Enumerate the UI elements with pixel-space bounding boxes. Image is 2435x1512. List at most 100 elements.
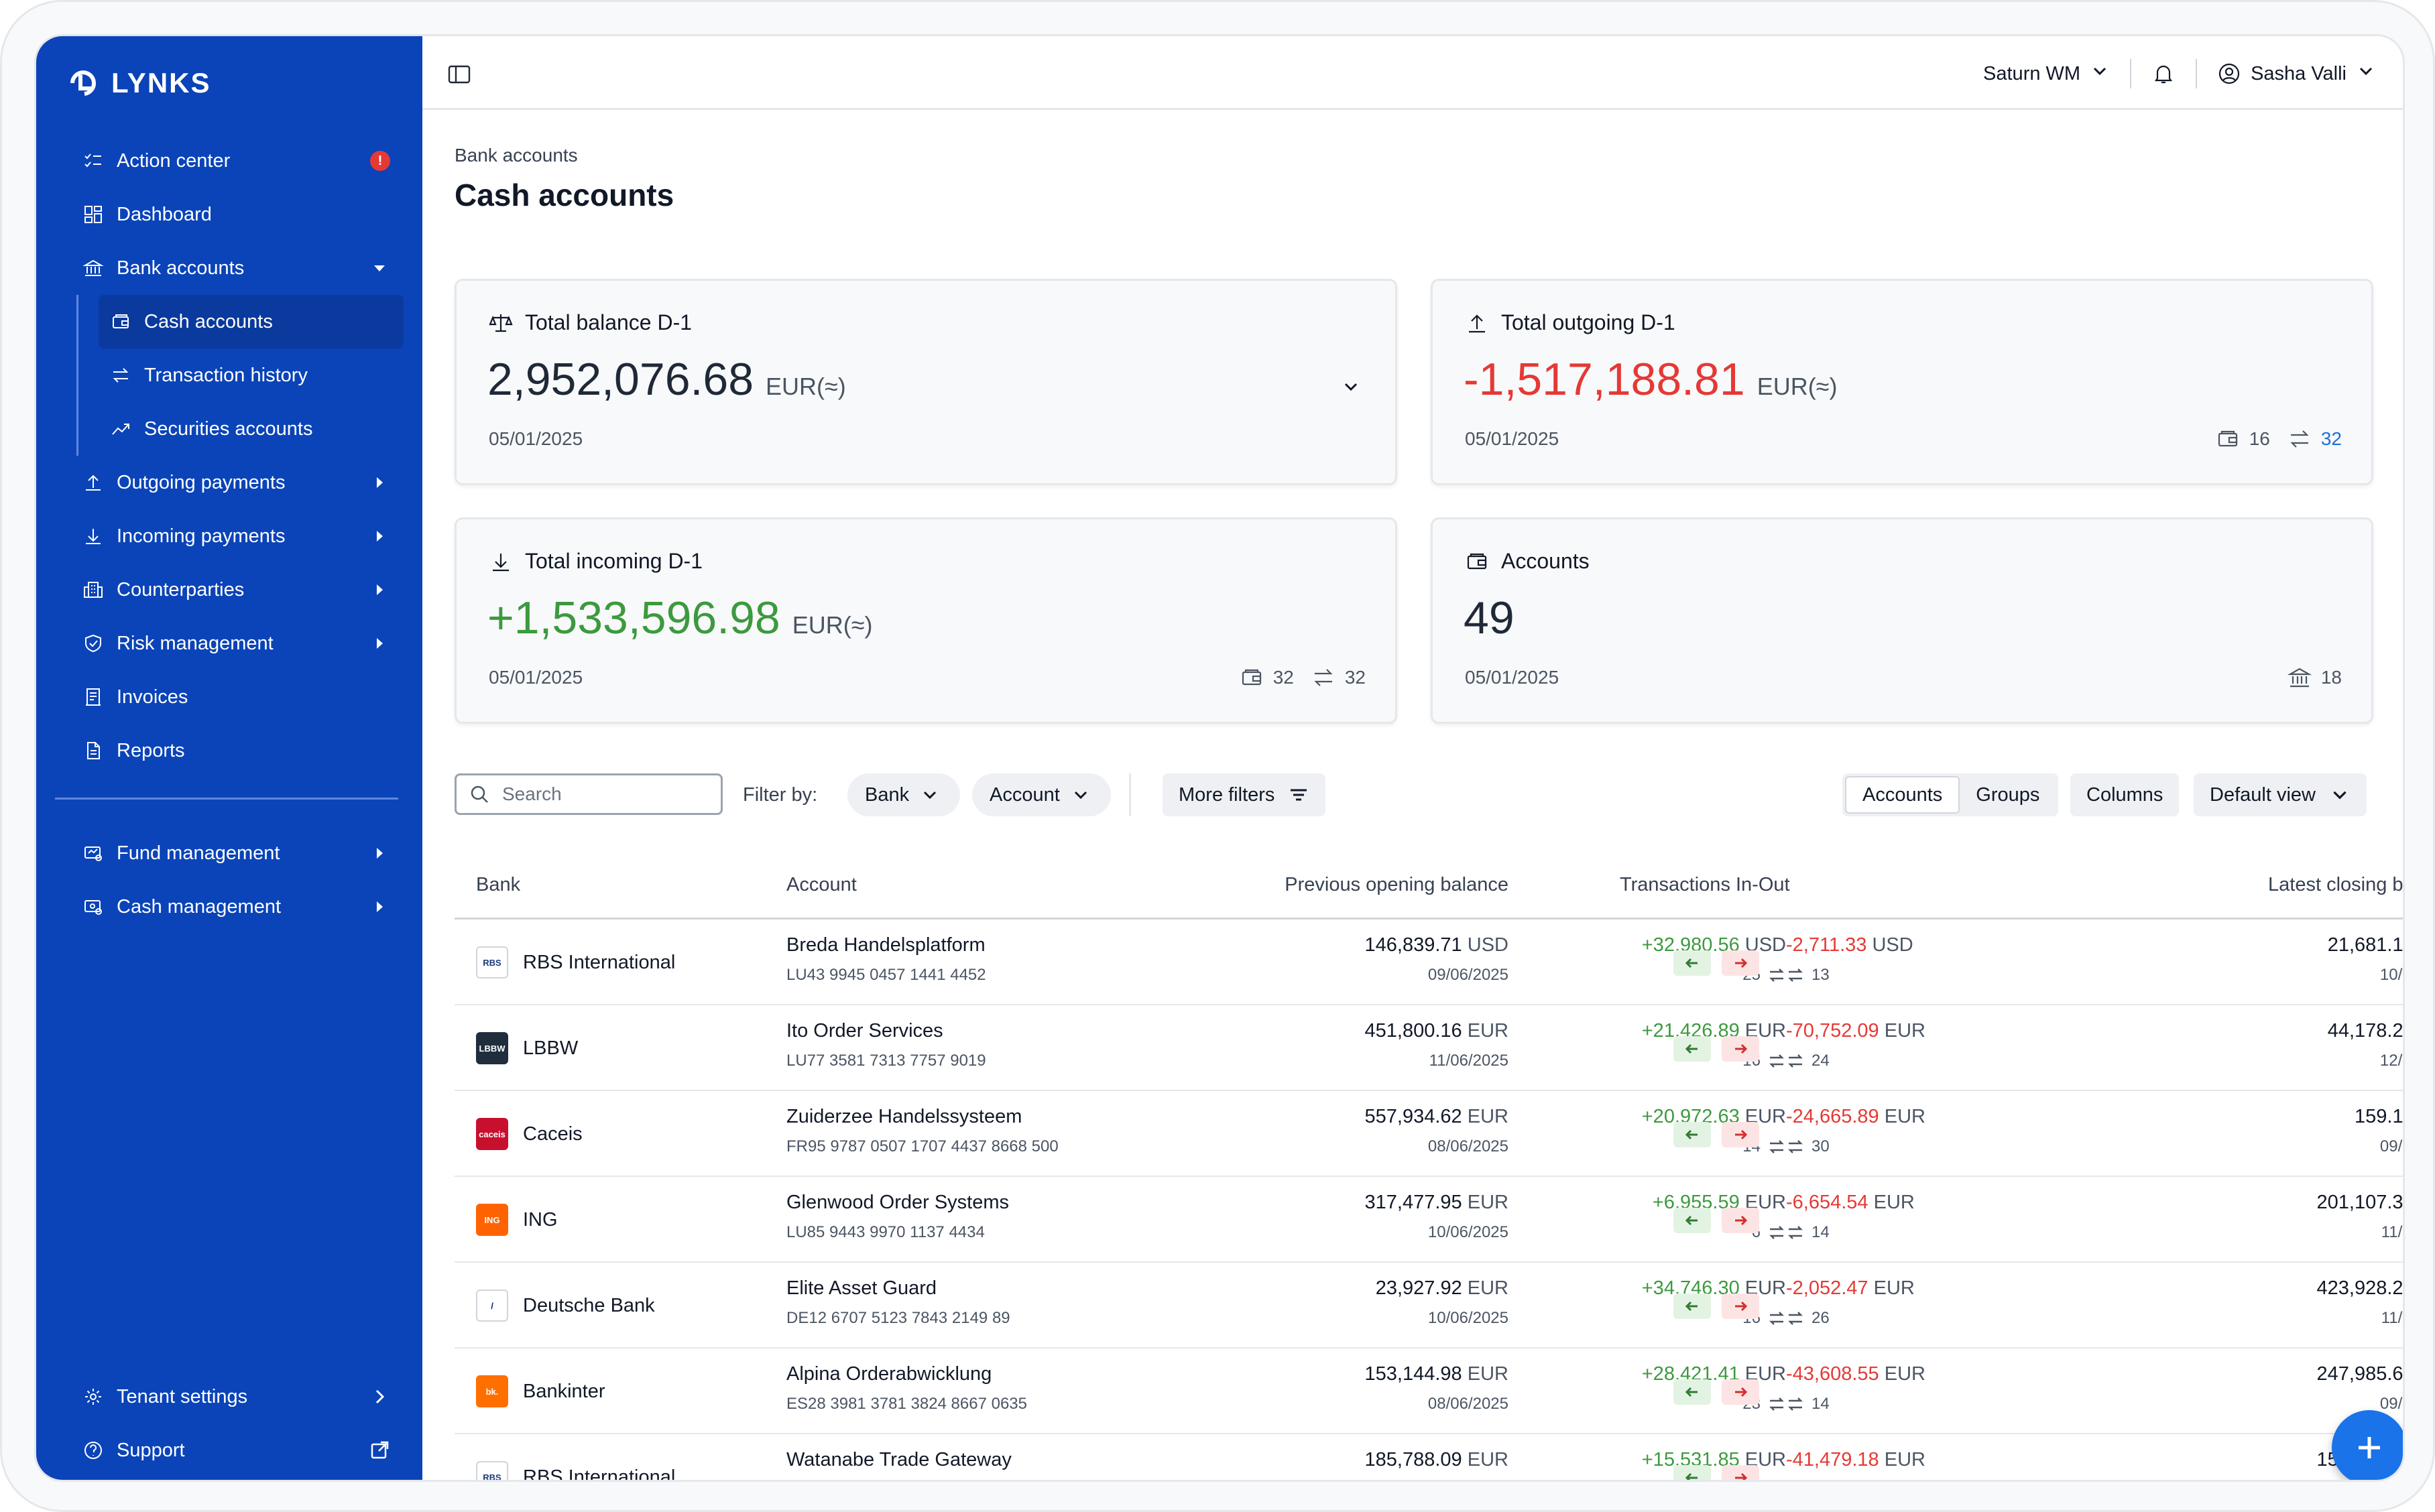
chevron-down-icon [1074,791,1087,800]
card-value: 2,952,076.68 EUR(≈) [487,353,846,405]
add-fab-button[interactable] [2332,1410,2403,1480]
bank-filter[interactable]: Bank [847,773,961,816]
outgoing-arrow-button[interactable] [1722,1294,1759,1319]
balance-unit: EUR(≈) [766,373,846,400]
incoming-arrow-button[interactable] [1673,1122,1711,1147]
account-name: Breda Handelsplatform [786,934,986,956]
incoming-cell: +32,980.56 USD 25 [1642,934,1786,985]
table-row[interactable]: bk. Bankinter Alpina Orderabwicklung ES2… [455,1348,2403,1434]
table-row[interactable]: RBS RBS International Watanabe Trade Gat… [455,1434,2403,1480]
incoming-amount: +1,533,596.98 [487,592,780,643]
sidebar-item-counterparties[interactable]: Counterparties [55,563,404,617]
sidebar-item-action-center[interactable]: Action center ! [55,134,404,188]
sidebar-item-transaction-history[interactable]: Transaction history [99,349,404,402]
sidebar-item-incoming-payments[interactable]: Incoming payments [55,509,404,563]
outgoing-arrow-button[interactable] [1722,1208,1759,1233]
incoming-count: 16 [1642,1309,1786,1328]
table-row[interactable]: / Deutsche Bank Elite Asset Guard DE12 6… [455,1263,2403,1348]
sidebar-item-cash-accounts[interactable]: Cash accounts [99,295,404,349]
table-row[interactable]: caceis Caceis Zuiderzee Handelssysteem F… [455,1091,2403,1177]
incoming-arrow-button[interactable] [1673,1036,1711,1062]
notifications-button[interactable] [2151,62,2176,86]
sidebar-item-reports[interactable]: Reports [55,724,404,777]
table-row[interactable]: RBS RBS International Breda Handelsplatf… [455,920,2403,1005]
sidebar-item-bank-accounts[interactable]: Bank accounts [55,241,404,295]
col-bank[interactable]: Bank [476,874,521,895]
incoming-cell: +34,746.30 EUR 16 [1642,1277,1786,1328]
closing-balance-amount: 201,107.36 EUR [2316,1192,2405,1213]
incoming-count: 25 [1642,966,1786,985]
outgoing-arrow-button[interactable] [1722,1379,1759,1405]
bank-logo: caceis [476,1118,508,1150]
outgoing-arrow-button[interactable] [1722,1465,1759,1480]
incoming-arrow-button[interactable] [1673,1379,1711,1405]
org-selector[interactable]: Saturn WM [1983,61,2110,86]
app-logo[interactable]: LYNKS [66,56,211,110]
total-outgoing-card[interactable]: Total outgoing D-1 -1,517,188.81 EUR(≈) … [1431,279,2373,485]
sidebar-item-risk-management[interactable]: Risk management [55,617,404,670]
closing-balance-date: 11/06/2025 [2381,1309,2403,1327]
outgoing-arrow-button[interactable] [1722,950,1759,976]
table-row[interactable]: LBBW LBBW Ito Order Services LU77 3581 7… [455,1005,2403,1091]
outgoing-arrow-button[interactable] [1722,1036,1759,1062]
col-prev-balance[interactable]: Previous opening balance [1285,874,1508,895]
sidebar-item-tenant-settings[interactable]: Tenant settings [55,1370,404,1424]
outgoing-cell: -43,608.55 EUR 14 [1786,1363,1925,1413]
columns-button[interactable]: Columns [2070,773,2180,816]
incoming-arrow-button[interactable] [1673,1208,1711,1233]
arrow-right-icon [1735,1215,1748,1226]
sidebar-item-fund-management[interactable]: Fund management [55,826,404,880]
prev-balance-cell: 153,144.98 EUR 08/06/2025 [1365,1363,1508,1413]
alert-badge: ! [370,151,390,171]
total-incoming-card[interactable]: Total incoming D-1 +1,533,596.98 EUR(≈) … [455,517,1397,724]
account-name: Ito Order Services [786,1020,943,1042]
account-name: Glenwood Order Systems [786,1192,1010,1213]
outgoing-arrow-button[interactable] [1722,1122,1759,1147]
table-row[interactable]: ING ING Glenwood Order Systems LU85 9443… [455,1177,2405,1263]
breadcrumb[interactable]: Bank accounts [455,145,578,166]
expand-chevron-icon[interactable] [1339,375,1363,399]
incoming-arrow-button[interactable] [1673,1294,1711,1319]
closing-balance-amount: 21,681.19 USD [2327,934,2403,956]
transfer-icon [1769,1312,1784,1325]
col-transactions[interactable]: Transactions In-Out [1620,874,1790,895]
col-account[interactable]: Account [786,874,857,895]
account-iban: FR95 9787 0507 1707 4437 8668 500 [786,1137,1059,1155]
caret-down-icon [369,257,390,279]
search-input[interactable]: Search [455,773,723,815]
sidebar-item-dashboard[interactable]: Dashboard [55,188,404,241]
bank-cell: LBBW LBBW [476,1032,578,1064]
bank-cell: RBS RBS International [476,1461,675,1480]
transfer-icon [1314,669,1333,686]
incoming-arrow-button[interactable] [1673,950,1711,976]
total-balance-card[interactable]: Total balance D-1 2,952,076.68 EUR(≈) 05… [455,279,1397,485]
default-view-button[interactable]: Default view [2194,773,2367,816]
transfer-icon [109,364,132,387]
prev-balance-date: 08/06/2025 [1427,1395,1508,1413]
sidebar-item-support[interactable]: Support [55,1424,404,1477]
top-bar: Saturn WM Sasha Valli [422,36,2403,110]
card-header: Total balance D-1 [489,310,692,335]
accounts-card[interactable]: Accounts 49 05/01/2025 18 [1431,517,2373,724]
toggle-sidebar-icon[interactable] [447,62,472,87]
sidebar-item-outgoing-payments[interactable]: Outgoing payments [55,456,404,509]
sidebar-item-label: Dashboard [117,203,212,225]
transactions-count[interactable]: 32 [2288,427,2342,451]
caret-right-icon [369,525,390,547]
incoming-count: 23 [1642,1395,1786,1413]
search-icon [471,785,488,803]
more-filters-button[interactable]: More filters [1163,773,1326,816]
closing-balance-date: 09/06/2025 [2379,1395,2403,1413]
account-filter[interactable]: Account [972,773,1111,816]
incoming-arrow-button[interactable] [1673,1465,1711,1480]
sidebar-item-cash-management[interactable]: Cash management [55,880,404,934]
col-closing-balance[interactable]: Latest closing balance [2268,874,2403,895]
sidebar-item-invoices[interactable]: Invoices [55,670,404,724]
closing-balance-cell: 44,178.25 EUR 12/06/2025 [2328,1020,2403,1070]
user-menu[interactable]: Sasha Valli [2217,61,2376,86]
bank-logo: LBBW [476,1032,508,1064]
view-groups-tab[interactable]: Groups [1976,783,2040,806]
account-name: Alpina Orderabwicklung [786,1363,992,1385]
view-accounts-tab[interactable]: Accounts [1845,776,1960,814]
sidebar-item-securities-accounts[interactable]: Securities accounts [99,402,404,456]
